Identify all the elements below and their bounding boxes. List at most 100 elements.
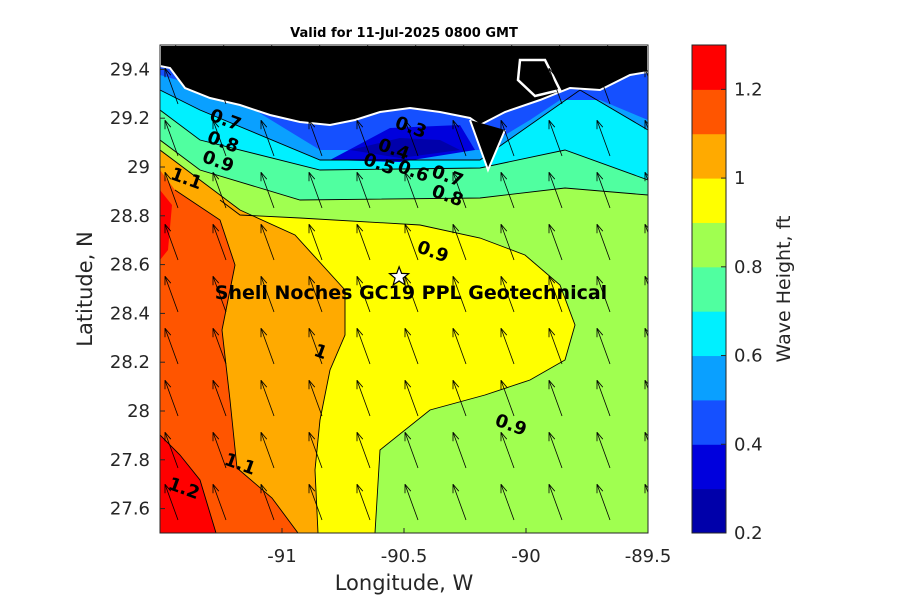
wave-arrow xyxy=(404,120,419,157)
colorbar-tick-label: 1.2 xyxy=(734,79,763,100)
wave-arrow xyxy=(164,120,179,157)
wave-arrow xyxy=(404,172,419,209)
wave-arrow xyxy=(596,328,611,365)
wave-arrow xyxy=(511,45,515,53)
wave-arrow xyxy=(367,45,371,53)
wave-arrow xyxy=(500,120,515,157)
wave-arrow xyxy=(260,172,275,209)
wave-arrow xyxy=(548,432,563,469)
wave-arrow xyxy=(548,172,563,209)
wave-arrow xyxy=(356,224,371,261)
wave-arrow xyxy=(452,328,467,365)
wave-arrow xyxy=(260,224,275,261)
wave-arrow xyxy=(308,328,323,365)
colorbar-swatch xyxy=(692,45,726,90)
y-axis-ticks: 27.6 27.8 28 28.2 28.4 28.6 28.8 29 29.2 29.4 xyxy=(110,59,165,520)
y-tick-label: 29.2 xyxy=(110,108,150,129)
colorbar-swatch xyxy=(692,311,726,357)
chart-title: Valid for 11-Jul-2025 0800 GMT xyxy=(290,26,518,41)
wave-arrow xyxy=(212,276,227,313)
wave-arrow xyxy=(559,45,563,53)
contour-line-0 xyxy=(160,139,648,201)
x-tick-label: -90 xyxy=(511,546,540,567)
wave-arrow xyxy=(223,45,227,53)
y-tick-label: 27.6 xyxy=(110,499,150,520)
wave-arrow xyxy=(356,484,371,521)
land-polygon xyxy=(160,45,648,127)
wave-arrow xyxy=(271,45,275,53)
wave-arrow xyxy=(500,432,515,469)
wave-arrow xyxy=(356,120,371,157)
wave-arrow xyxy=(596,172,611,209)
wave-arrow xyxy=(596,276,611,313)
wave-arrow xyxy=(212,380,227,417)
x-axis-ticks: -91 -90.5 -90 -89.5 xyxy=(267,528,671,567)
colorbar-tick-label: 0.8 xyxy=(734,257,763,278)
wave-arrow xyxy=(319,45,323,53)
wave-arrow xyxy=(212,68,227,105)
wave-arrow xyxy=(452,120,467,157)
wave-arrow xyxy=(308,120,323,157)
wave-arrow xyxy=(212,328,227,365)
wave-arrow xyxy=(164,224,179,261)
wave-arrow xyxy=(164,328,179,365)
x-tick-label: -89.5 xyxy=(625,546,672,567)
site-name: Shell Noches GC19 PPL Geotechnical xyxy=(215,282,607,304)
wave-arrow xyxy=(452,432,467,469)
wave-arrow xyxy=(260,380,275,417)
wave-arrow xyxy=(607,45,611,53)
wave-arrow xyxy=(596,484,611,521)
coastline-detail xyxy=(516,58,562,98)
wave-arrow xyxy=(356,276,371,313)
y-tick-label: 29 xyxy=(127,157,150,178)
wave-arrow xyxy=(164,380,179,417)
wave-direction-arrows xyxy=(164,45,648,521)
wave-arrow xyxy=(596,432,611,469)
land-mass xyxy=(160,45,648,173)
wave-arrow xyxy=(500,224,515,261)
wave-arrow xyxy=(500,484,515,521)
wave-arrow xyxy=(548,224,563,261)
wave-arrow xyxy=(548,68,563,105)
wave-arrow xyxy=(596,120,611,157)
wave-arrow xyxy=(548,120,563,157)
wave-arrow xyxy=(164,432,179,469)
wave-arrow xyxy=(404,432,419,469)
colorbar-frame xyxy=(691,44,727,534)
wave-arrow xyxy=(308,68,323,105)
wave-arrow xyxy=(500,380,515,417)
contour-labels: 0.0.70.80.91.1 0.50.40.30.60.70.80.910.91… xyxy=(165,61,529,504)
colorbar-tick-label: 1 xyxy=(734,168,745,189)
wave-arrow xyxy=(404,380,419,417)
colorbar-label: Wave Height, ft xyxy=(773,216,795,363)
y-tick-label: 28.6 xyxy=(110,255,150,276)
wave-arrow xyxy=(548,276,563,313)
wave-arrow xyxy=(404,68,419,105)
wave-arrow xyxy=(596,224,611,261)
y-tick-label: 28 xyxy=(127,401,150,422)
colorbar: 0.2 0.4 0.6 0.8 1 1.2 xyxy=(691,44,763,544)
wave-arrow xyxy=(164,68,179,105)
wave-arrow xyxy=(260,328,275,365)
colorbar-swatch xyxy=(692,355,726,401)
wave-arrow xyxy=(308,484,323,521)
wave-arrow xyxy=(596,380,611,417)
wave-arrow xyxy=(596,68,611,105)
wave-arrow xyxy=(452,68,467,105)
colorbar-swatch xyxy=(692,488,726,534)
colorbar-swatch xyxy=(692,444,726,490)
wave-arrow xyxy=(212,484,227,521)
y-tick-label: 28.2 xyxy=(110,352,150,373)
wave-arrow xyxy=(548,380,563,417)
wave-arrow xyxy=(452,276,467,313)
site-marker: Shell Noches GC19 PPL Geotechnical xyxy=(215,265,607,304)
wave-arrow xyxy=(212,224,227,261)
colorbar-swatch xyxy=(692,399,726,445)
y-tick-label: 27.8 xyxy=(110,450,150,471)
y-tick-label: 29.4 xyxy=(110,59,150,80)
wave-arrow xyxy=(404,328,419,365)
delta-spit xyxy=(469,119,506,173)
wave-arrow xyxy=(260,432,275,469)
wave-arrow xyxy=(452,484,467,521)
contour-line-5 xyxy=(174,189,299,533)
